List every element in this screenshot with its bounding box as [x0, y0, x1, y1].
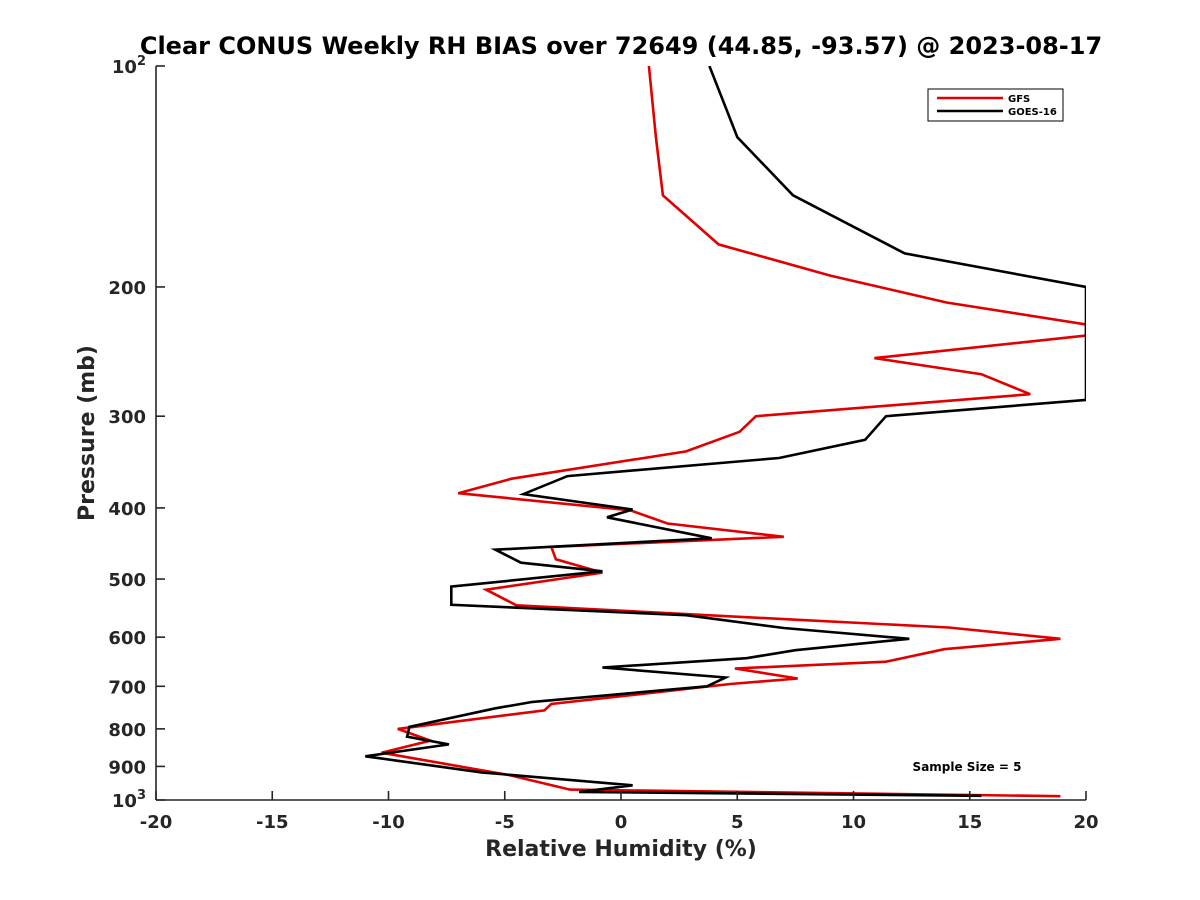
series-layer: [365, 66, 1086, 798]
plot-area: [156, 66, 1086, 800]
y-tick-label: 600: [108, 628, 146, 649]
y-axis-label: Pressure (mb): [75, 345, 100, 521]
y-tick-label: 200: [108, 278, 146, 299]
series-line-goes-16: [365, 66, 1086, 798]
y-tick-label: 103: [112, 788, 146, 812]
x-tick-label: -15: [256, 812, 289, 833]
axes-layer: -20 -15 -10 -5 0 5 10 15 20 102 200 300 400 500 600 700…: [108, 54, 1098, 833]
chart-title: Clear CONUS Weekly RH BIAS over 72649 (4…: [140, 32, 1102, 60]
x-tick-label: -5: [495, 812, 515, 833]
y-tick-label: 400: [108, 499, 146, 520]
series-line-gfs: [381, 66, 1086, 798]
x-tick-label: 0: [615, 812, 628, 833]
x-axis-label: Relative Humidity (%): [485, 837, 757, 862]
y-tick-label: 900: [108, 757, 146, 778]
x-tick-label: 20: [1073, 812, 1098, 833]
sample-size-annotation: Sample Size = 5: [913, 760, 1022, 774]
y-tick-label: 102: [112, 54, 146, 78]
legend-label: GFS: [1008, 94, 1030, 105]
y-tick-label: 700: [108, 677, 146, 698]
x-tick-label: 10: [841, 812, 866, 833]
x-tick-label: -10: [372, 812, 405, 833]
x-tick-label: 15: [957, 812, 982, 833]
y-tick-label: 800: [108, 720, 146, 741]
y-tick-label: 500: [108, 570, 146, 591]
legend-box: [927, 88, 1064, 122]
legend-label: GOES-16: [1008, 107, 1057, 118]
y-tick-label: 300: [108, 407, 146, 428]
x-tick-label: 5: [731, 812, 744, 833]
x-tick-label: -20: [140, 812, 173, 833]
legend: GFS GOES-16: [927, 88, 1064, 122]
